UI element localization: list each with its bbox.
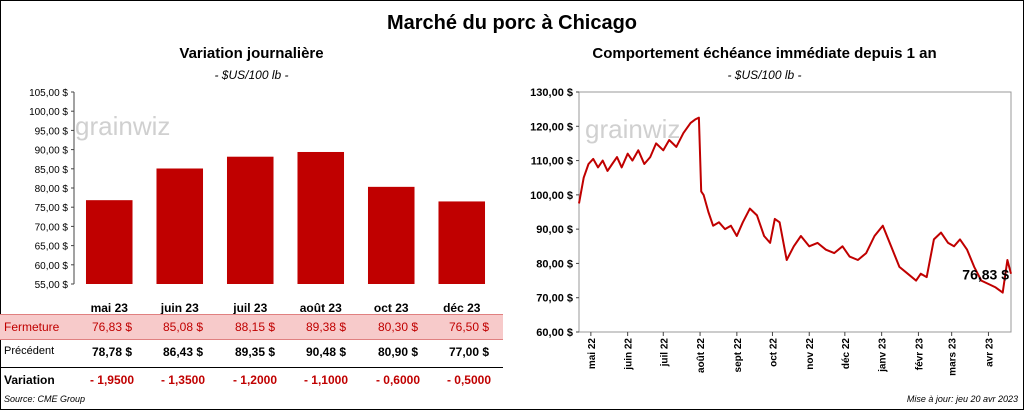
y-tick-label: 70,00 $ xyxy=(536,293,573,305)
variation-cell: - 1,9500 xyxy=(89,373,135,387)
previous-cell: 80,90 $ xyxy=(377,345,419,359)
previous-cell: 77,00 $ xyxy=(448,345,490,359)
y-tick-label: 60,00 $ xyxy=(35,261,69,272)
variation-row-label: Variation xyxy=(4,373,55,387)
variation-cell: - 0,5000 xyxy=(446,373,492,387)
line-chart: grainwiz 60,00 $ 70,00 $ 80,00 $ 90,00 $ 100… xyxy=(530,87,1012,376)
y-tick-label: 100,00 $ xyxy=(530,190,573,202)
series-line xyxy=(578,116,1012,294)
x-tick-label: sept 22 xyxy=(733,338,744,373)
left-chart-units: - $US/100 lb - xyxy=(214,68,289,82)
left-chart-title: Variation journalière xyxy=(179,45,324,62)
x-tick-label: janv 23 xyxy=(878,338,889,373)
bar xyxy=(156,168,204,284)
previous-cell: 89,35 $ xyxy=(234,345,276,359)
x-tick-label: juil 23 xyxy=(232,301,267,315)
y-tick-label: 105,00 $ xyxy=(29,88,68,99)
x-tick-label: mars 23 xyxy=(948,338,959,376)
y-tick-label: 70,00 $ xyxy=(35,222,69,233)
last-value-label: 76,83 $ xyxy=(962,266,1009,282)
right-chart-units: - $US/100 lb - xyxy=(727,68,802,82)
y-tick-label: 65,00 $ xyxy=(35,242,69,253)
y-tick-label: 90,00 $ xyxy=(536,224,573,236)
close-cell: 76,83 $ xyxy=(91,320,133,334)
y-tick-label: 75,00 $ xyxy=(35,203,69,214)
close-cell: 89,38 $ xyxy=(305,320,347,334)
bar-chart: grainwiz 55,00 $ 60,00 $ 65,00 $ 70,00 $ 75,… xyxy=(29,88,486,315)
bar xyxy=(438,201,486,284)
y-tick-label: 100,00 $ xyxy=(29,107,68,118)
x-tick-label: déc 22 xyxy=(841,338,852,370)
y-tick-label: 85,00 $ xyxy=(35,165,69,176)
y-tick-label: 55,00 $ xyxy=(35,280,69,291)
plot-area xyxy=(578,91,1012,333)
y-tick-label: 95,00 $ xyxy=(35,126,69,137)
page-title: Marché du porc à Chicago xyxy=(386,12,638,34)
bar xyxy=(85,200,133,284)
y-tick-label: 120,00 $ xyxy=(530,121,573,133)
close-cell: 80,30 $ xyxy=(377,320,419,334)
close-cell: 85,08 $ xyxy=(162,320,204,334)
watermark: grainwiz xyxy=(75,111,170,141)
x-tick-label: févr 23 xyxy=(914,338,925,371)
close-cell: 88,15 $ xyxy=(234,320,276,334)
y-tick-label: 130,00 $ xyxy=(530,87,573,99)
previous-cell: 86,43 $ xyxy=(162,345,204,359)
x-tick-label: août 23 xyxy=(300,301,342,315)
x-tick-label: mai 23 xyxy=(91,301,129,315)
close-row: Fermeture 76,83 $ 85,08 $ 88,15 $ 89,38 … xyxy=(0,314,503,340)
bar xyxy=(367,186,415,284)
previous-cell: 78,78 $ xyxy=(91,345,133,359)
previous-row-label: Précédent xyxy=(4,345,55,357)
x-tick-label: avr 23 xyxy=(984,338,995,367)
source-note: Source: CME Group xyxy=(4,394,86,404)
variation-cell: - 0,6000 xyxy=(375,373,421,387)
bar xyxy=(226,156,274,284)
x-tick-label: mai 22 xyxy=(587,338,598,370)
y-tick-label: 80,00 $ xyxy=(536,258,573,270)
previous-row: Précédent 78,78 $ 86,43 $ 89,35 $ 90,48 … xyxy=(0,340,503,364)
x-tick-label: juin 22 xyxy=(624,338,635,371)
variation-cell: - 1,3500 xyxy=(160,373,206,387)
y-tick-label: 90,00 $ xyxy=(35,146,69,157)
bar xyxy=(297,151,345,284)
variation-row: Variation - 1,9500 - 1,3500 - 1,2000 - 1… xyxy=(0,367,503,392)
update-note: Mise à jour: jeu 20 avr 2023 xyxy=(906,394,1018,404)
variation-cell: - 1,2000 xyxy=(232,373,278,387)
variation-cell: - 1,1000 xyxy=(303,373,349,387)
x-tick-label: juil 22 xyxy=(659,338,670,368)
x-tick-label: juin 23 xyxy=(160,301,199,315)
x-tick-label: oct 22 xyxy=(768,338,779,367)
close-cell: 76,50 $ xyxy=(448,320,490,334)
previous-cell: 90,48 $ xyxy=(305,345,347,359)
close-row-label: Fermeture xyxy=(4,320,60,334)
right-chart-title: Comportement échéance immédiate depuis 1… xyxy=(592,45,937,62)
x-tick-label: déc 23 xyxy=(443,301,481,315)
x-tick-label: oct 23 xyxy=(374,301,409,315)
watermark: grainwiz xyxy=(585,114,680,144)
y-tick-label: 110,00 $ xyxy=(531,156,573,168)
y-tick-label: 80,00 $ xyxy=(35,184,69,195)
x-tick-label: nov 22 xyxy=(805,338,816,370)
x-tick-label: août 22 xyxy=(696,338,707,373)
y-tick-label: 60,00 $ xyxy=(536,327,573,339)
